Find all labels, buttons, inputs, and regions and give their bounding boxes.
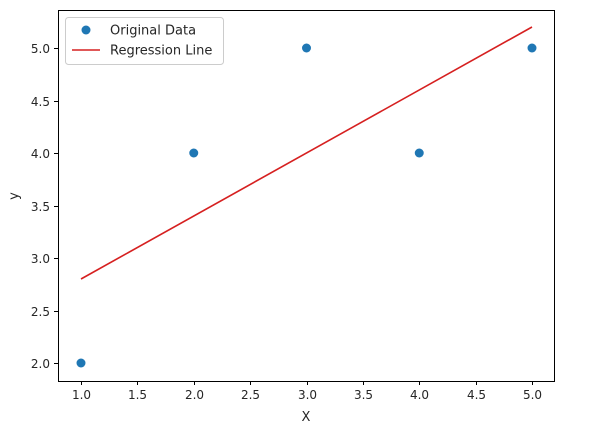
y-tick-label: 4.5 bbox=[31, 95, 50, 109]
legend: Original Data Regression Line bbox=[65, 17, 224, 65]
y-tick-label: 5.0 bbox=[31, 42, 50, 56]
x-tick-label: 5.0 bbox=[523, 388, 542, 402]
x-tick-label: 3.5 bbox=[354, 388, 373, 402]
y-axis-ticks: 2.0 2.5 3.0 3.5 4.0 4.5 5.0 bbox=[31, 42, 58, 371]
y-tick-label: 4.0 bbox=[31, 147, 50, 161]
x-tick-label: 2.5 bbox=[241, 388, 260, 402]
x-tick-label: 3.0 bbox=[298, 388, 317, 402]
data-point bbox=[527, 43, 537, 53]
y-tick-label: 2.0 bbox=[31, 357, 50, 371]
legend-box bbox=[65, 17, 224, 65]
data-point bbox=[302, 43, 311, 53]
regression-line bbox=[80, 26, 533, 280]
x-tick-label: 4.5 bbox=[467, 388, 486, 402]
x-axis-label: X bbox=[302, 410, 311, 425]
y-axis-label: y bbox=[7, 192, 22, 200]
legend-marker-original-data bbox=[81, 25, 91, 35]
data-point bbox=[189, 148, 199, 158]
x-tick-label: 2.0 bbox=[185, 388, 204, 402]
x-axis-ticks: 1.0 1.5 2.0 2.5 3.0 3.5 4.0 4.5 5.0 bbox=[72, 381, 542, 402]
y-tick-label: 3.0 bbox=[31, 252, 50, 266]
legend-label-regression-line: Regression Line bbox=[110, 44, 212, 59]
x-tick-label: 4.0 bbox=[410, 388, 429, 402]
axes-frame bbox=[58, 10, 555, 382]
data-point bbox=[414, 148, 424, 158]
y-tick-label: 2.5 bbox=[31, 305, 50, 319]
legend-label-original-data: Original Data bbox=[110, 24, 196, 39]
x-tick-label: 1.5 bbox=[128, 388, 147, 402]
data-point bbox=[76, 358, 86, 368]
x-tick-label: 1.0 bbox=[72, 388, 91, 402]
y-tick-label: 3.5 bbox=[31, 200, 50, 214]
plot-area bbox=[76, 26, 537, 368]
